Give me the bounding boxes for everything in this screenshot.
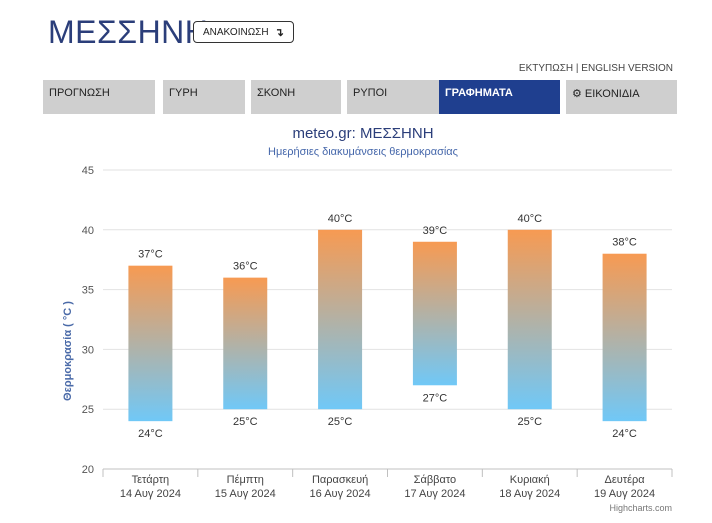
chart-subtitle: Ημερήσιες διακυμάνσεις θερμοκρασίας: [268, 146, 458, 158]
y-tick-label: 30: [82, 344, 94, 356]
x-tick-day-label: Κυριακή: [510, 474, 550, 486]
temperature-range-bar[interactable]: [412, 241, 457, 386]
y-tick-label: 35: [82, 285, 94, 297]
high-temp-label: 38°C: [612, 237, 637, 249]
high-temp-label: 37°C: [138, 249, 163, 261]
tab-charts[interactable]: ΓΡΑΦΗΜΑΤΑ: [439, 80, 560, 114]
arrow-down-right-icon: ↴: [274, 26, 284, 39]
tab-icons[interactable]: ⚙ ΕΙΚΟΝΙΔΙΑ: [566, 80, 677, 114]
page-title: ΜΕΣΣΗΝΗ: [48, 14, 209, 50]
y-axis-title: Θερμοκρασία ( °C ): [62, 301, 74, 401]
tab-label: ΓΥΡΗ: [169, 87, 198, 99]
tab-label: ΡΥΠΟΙ: [353, 87, 388, 99]
temperature-range-bar[interactable]: [318, 229, 363, 410]
temperature-range-bar[interactable]: [602, 253, 647, 422]
low-temp-label: 25°C: [328, 416, 353, 428]
y-tick-label: 20: [82, 464, 94, 476]
x-tick-day-label: Παρασκευή: [312, 474, 368, 486]
low-temp-label: 25°C: [517, 416, 542, 428]
announcement-button[interactable]: ΑΝΑΚΟΙΝΩΣΗ ↴: [193, 21, 294, 43]
high-temp-label: 40°C: [328, 213, 353, 225]
x-tick-date-label: 17 Αυγ 2024: [404, 488, 465, 500]
announcement-label: ΑΝΑΚΟΙΝΩΣΗ: [203, 26, 269, 38]
chart-title: meteo.gr: ΜΕΣΣΗΝΗ: [292, 125, 433, 142]
x-axis: Τετάρτη 14 Αυγ 2024 Πέμπτη 15 Αυγ 2024 Παρασ…: [102, 469, 673, 500]
temperature-chart: meteo.gr: ΜΕΣΣΗΝΗ Ημερήσιες διακυμάνσεις…: [62, 125, 673, 513]
english-version-link[interactable]: ENGLISH VERSION: [581, 63, 673, 74]
temperature-range-bar[interactable]: [223, 277, 268, 410]
temperature-range-bar[interactable]: [507, 229, 552, 410]
top-links: ΕΚΤΥΠΩΣΗ | ENGLISH VERSION: [519, 63, 673, 74]
print-link[interactable]: ΕΚΤΥΠΩΣΗ: [518, 63, 574, 74]
tab-label: ΕΙΚΟΝΙΔΙΑ: [584, 88, 640, 100]
tab-forecast[interactable]: ΠΡΟΓΝΩΣΗ: [43, 80, 155, 114]
tab-pollen[interactable]: ΓΥΡΗ: [163, 80, 245, 114]
low-temp-label: 27°C: [423, 392, 448, 404]
x-tick-day-label: Τετάρτη: [132, 474, 170, 486]
y-tick-label: 25: [82, 404, 94, 416]
y-tick-label: 45: [82, 165, 94, 177]
high-temp-label: 40°C: [517, 213, 542, 225]
tab-dust[interactable]: ΣΚΟΝΗ: [251, 80, 341, 114]
tab-label: ΣΚΟΝΗ: [257, 87, 296, 99]
link-separator: |: [573, 63, 582, 74]
low-temp-label: 25°C: [233, 416, 258, 428]
x-tick-date-label: 19 Αυγ 2024: [594, 488, 655, 500]
high-temp-label: 39°C: [423, 225, 448, 237]
tab-label: ΓΡΑΦΗΜΑΤΑ: [445, 87, 513, 99]
high-temp-label: 36°C: [233, 261, 258, 273]
x-tick-day-label: Πέμπτη: [227, 474, 264, 486]
x-tick-date-label: 16 Αυγ 2024: [310, 488, 371, 500]
low-temp-label: 24°C: [138, 428, 163, 440]
bars: 37°C 24°C 36°C 25°C 40°C 25°C 39°C 27°C 40°C 25°C…: [128, 213, 647, 440]
chart-credit[interactable]: Highcharts.com: [609, 503, 672, 513]
x-tick-date-label: 14 Αυγ 2024: [120, 488, 181, 500]
low-temp-label: 24°C: [612, 428, 637, 440]
x-tick-day-label: Σάββατο: [414, 474, 456, 486]
gear-icon: ⚙: [572, 88, 582, 100]
tab-label: ΠΡΟΓΝΩΣΗ: [49, 87, 110, 99]
x-tick-date-label: 18 Αυγ 2024: [499, 488, 560, 500]
x-tick-date-label: 15 Αυγ 2024: [215, 488, 276, 500]
y-tick-label: 40: [82, 225, 94, 237]
temperature-range-bar[interactable]: [128, 265, 173, 422]
x-tick-day-label: Δευτέρα: [605, 474, 646, 486]
